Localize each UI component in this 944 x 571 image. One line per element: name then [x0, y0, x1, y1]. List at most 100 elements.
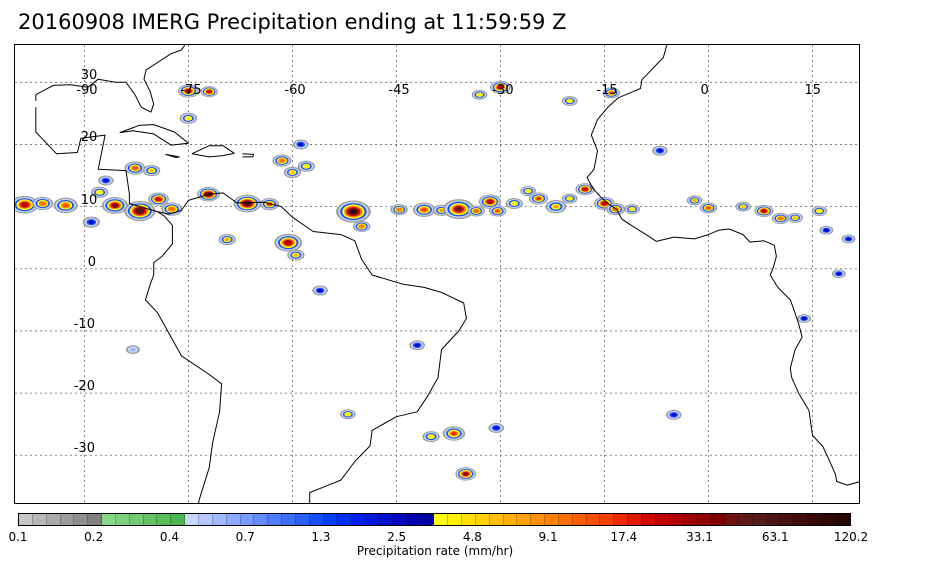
precipitation-cell	[422, 431, 440, 443]
coastline	[242, 153, 254, 158]
precipitation-ring	[350, 209, 357, 214]
precipitation-cell	[274, 233, 303, 252]
colorbar-swatch	[475, 514, 490, 525]
colorbar-swatch	[240, 514, 255, 525]
precipitation-ring	[439, 208, 444, 212]
precipitation-cell	[177, 84, 199, 98]
precipitation-ring	[279, 159, 285, 163]
colorbar-tick-label: 4.8	[462, 530, 482, 544]
precipitation-ring	[463, 472, 468, 476]
precipitation-ring	[169, 207, 175, 211]
precipitation-ring	[129, 347, 136, 352]
colorbar-swatch	[434, 514, 449, 525]
colorbar-swatch	[558, 514, 573, 525]
precipitation-cell	[233, 194, 262, 213]
precipitation-ring	[414, 343, 420, 347]
precipitation-ring	[602, 202, 607, 205]
coastline	[35, 78, 119, 101]
coastline	[119, 124, 189, 146]
colorbar-tick-label: 0.2	[84, 530, 104, 544]
colorbar-swatch	[295, 514, 310, 525]
precipitation-ring	[88, 220, 95, 225]
colorbar-swatch	[226, 514, 241, 525]
precipitation-ring	[455, 207, 462, 212]
precipitation-cell	[125, 345, 140, 355]
colorbar-tick-label: 9.1	[538, 530, 558, 544]
precipitation-cell	[529, 192, 549, 205]
precipitation-cell	[292, 139, 309, 150]
colorbar-swatch	[655, 514, 670, 525]
colorbar-swatch	[766, 514, 781, 525]
colorbar-swatch	[185, 514, 199, 525]
colorbar-swatch	[780, 514, 795, 525]
precipitation-ring	[428, 435, 434, 439]
colorbar-tick-label: 0.7	[235, 530, 255, 544]
precipitation-ring	[185, 116, 191, 120]
precipitation-ring	[137, 209, 143, 213]
colorbar-swatch	[545, 514, 559, 525]
precipitation-ring	[836, 272, 842, 276]
precipitation-ring	[345, 412, 350, 416]
colorbar-tick-label: 2.5	[387, 530, 407, 544]
precipitation-cell	[200, 86, 218, 98]
colorbar-swatch	[46, 514, 61, 525]
precipitation-ring	[103, 178, 109, 183]
precipitation-cell	[505, 197, 523, 210]
colorbar-swatch	[143, 514, 158, 525]
colorbar-swatch	[821, 514, 836, 525]
colorbar-swatch	[420, 514, 435, 525]
precipitation-ring	[421, 208, 427, 212]
precipitation-cell	[602, 87, 621, 99]
precipitation-cell	[754, 204, 774, 218]
colorbar-swatch	[198, 514, 213, 525]
precipitation-ring	[156, 197, 161, 201]
precipitation-ring	[567, 99, 572, 103]
precipitation-ring	[359, 225, 364, 228]
longitude-label: -75	[180, 83, 202, 98]
precipitation-cell	[32, 196, 54, 211]
latitude-label: -10	[73, 316, 95, 332]
colorbar-tick-label: 120.2	[833, 530, 869, 544]
precipitation-cell	[272, 154, 292, 167]
precipitation-ring	[397, 208, 402, 212]
latitude-label: -20	[73, 379, 95, 395]
precipitation-ring	[285, 240, 291, 245]
colorbar-swatch	[448, 514, 462, 525]
colorbar-swatch	[669, 514, 684, 525]
colorbar-swatch	[725, 514, 739, 525]
precipitation-cell	[82, 216, 100, 228]
colorbar-swatch	[738, 514, 753, 525]
precipitation-ring	[474, 209, 479, 213]
precipitation-cell	[336, 200, 371, 223]
precipitation-cell	[443, 199, 475, 220]
latitude-label: -30	[73, 441, 95, 457]
precipitation-ring	[186, 89, 191, 93]
precipitation-cell	[283, 166, 302, 178]
colorbar-swatch	[171, 514, 186, 525]
precipitation-ring	[553, 204, 559, 209]
colorbar-swatch	[531, 514, 546, 525]
precipitation-ring	[495, 209, 500, 213]
precipitation-cell	[819, 225, 834, 235]
precipitation-cell	[455, 467, 477, 481]
colorbar-label: Precipitation rate (mm/hr)	[356, 544, 514, 558]
precipitation-ring	[207, 90, 211, 93]
colorbar-swatch	[254, 514, 269, 525]
latitude-label: 0	[87, 254, 97, 270]
precipitation-cell	[797, 314, 812, 323]
precipitation-ring	[224, 238, 230, 242]
colorbar-swatch	[752, 514, 767, 525]
colorbar-tick-label: 0.4	[159, 530, 179, 544]
colorbar-swatch	[600, 514, 615, 525]
precipitation-cell	[811, 205, 828, 216]
precipitation-cell	[142, 165, 161, 177]
precipitation-ring	[40, 201, 46, 206]
precipitation-cell	[699, 202, 718, 214]
precipitation-cell	[561, 193, 578, 204]
precipitation-ring	[149, 169, 154, 173]
precipitation-ring	[132, 166, 138, 170]
precipitation-cell	[841, 234, 856, 244]
colorbar-swatch	[392, 514, 407, 525]
colorbar-swatch	[212, 514, 227, 525]
precipitation-cell	[101, 197, 128, 214]
